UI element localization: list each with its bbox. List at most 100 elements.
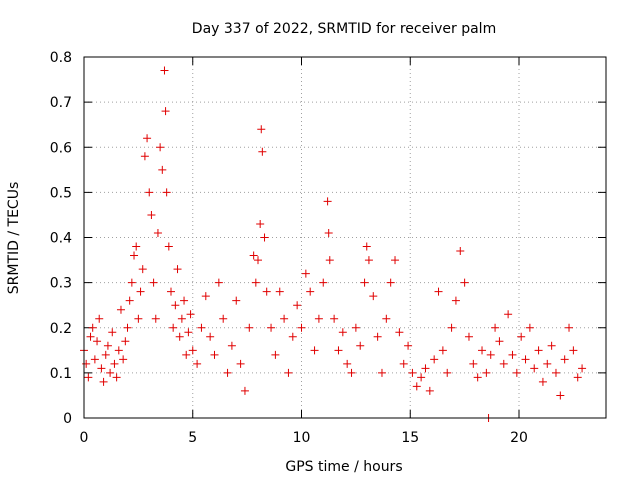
data-point — [521, 355, 530, 364]
y-tick-label: 0.6 — [50, 140, 72, 156]
data-point — [106, 368, 115, 377]
y-tick-label: 0.2 — [50, 321, 72, 337]
data-point — [271, 350, 280, 359]
data-point — [491, 323, 500, 332]
data-point — [116, 305, 125, 314]
data-point — [149, 278, 158, 287]
data-point — [482, 368, 491, 377]
data-point — [334, 346, 343, 355]
data-point — [325, 256, 334, 265]
x-axis-label: GPS time / hours — [285, 459, 402, 475]
data-point — [93, 337, 102, 346]
data-point — [551, 368, 560, 377]
data-point — [404, 341, 413, 350]
data-point — [386, 278, 395, 287]
data-point — [267, 323, 276, 332]
data-point — [391, 256, 400, 265]
plot-frame — [83, 56, 607, 419]
data-point — [136, 287, 145, 296]
data-point — [288, 332, 297, 341]
data-point — [260, 233, 269, 242]
data-point — [508, 350, 517, 359]
data-point — [530, 364, 539, 373]
data-point — [99, 377, 108, 386]
data-point — [110, 359, 119, 368]
data-point — [301, 269, 310, 278]
data-point — [184, 328, 193, 337]
x-tick-label: 5 — [188, 430, 197, 446]
data-point — [377, 368, 386, 377]
data-point — [578, 364, 587, 373]
x-tick-label: 0 — [80, 430, 89, 446]
data-point — [158, 165, 167, 174]
data-point — [447, 323, 456, 332]
data-point — [362, 242, 371, 251]
data-point — [140, 152, 149, 161]
data-point — [560, 355, 569, 364]
data-point — [173, 265, 182, 274]
data-point — [127, 278, 136, 287]
data-point — [408, 368, 417, 377]
data-point — [280, 314, 289, 323]
data-point — [134, 314, 143, 323]
data-point — [456, 247, 465, 256]
data-point — [114, 346, 123, 355]
data-point — [132, 242, 141, 251]
data-point — [495, 337, 504, 346]
data-point — [171, 301, 180, 310]
y-tick-label: 0.3 — [50, 276, 72, 292]
data-point — [293, 301, 302, 310]
data-point — [538, 377, 547, 386]
x-tick-label: 10 — [293, 430, 311, 446]
data-point — [240, 386, 249, 395]
data-point — [121, 337, 130, 346]
axis-ticks: 0 0.1 0.2 0.3 0.4 0.5 0.6 0.7 0.8 0 5 10 15 20 — [50, 50, 606, 446]
data-point — [125, 296, 134, 305]
data-point — [504, 310, 513, 319]
data-point — [297, 323, 306, 332]
data-point — [112, 373, 121, 382]
data-point — [512, 368, 521, 377]
y-tick-label: 0.5 — [50, 185, 72, 201]
data-point — [201, 292, 210, 301]
data-point — [180, 296, 189, 305]
data-point — [206, 332, 215, 341]
chart-title: Day 337 of 2022, SRMTID for receiver pal… — [192, 21, 496, 37]
data-point — [399, 359, 408, 368]
data-point — [232, 296, 241, 305]
data-point — [373, 332, 382, 341]
data-point — [161, 107, 170, 116]
data-point — [306, 287, 315, 296]
data-point — [284, 368, 293, 377]
data-point — [369, 292, 378, 301]
data-point — [164, 242, 173, 251]
data-point — [169, 323, 178, 332]
data-point — [547, 341, 556, 350]
data-point — [257, 125, 266, 134]
data-point — [95, 314, 104, 323]
data-point — [143, 134, 152, 143]
data-point — [412, 382, 421, 391]
data-point — [324, 228, 333, 237]
data-point — [254, 256, 262, 265]
data-point — [421, 364, 430, 373]
data-point — [175, 332, 184, 341]
data-point — [97, 364, 106, 373]
data-point — [395, 328, 404, 337]
data-point — [330, 314, 339, 323]
data-point — [84, 373, 93, 382]
y-axis-label: SRMTID / TECUs — [6, 182, 22, 295]
data-point — [478, 346, 487, 355]
data-point — [153, 228, 162, 237]
data-point — [256, 219, 265, 228]
data-point — [197, 323, 206, 332]
data-point — [473, 373, 482, 382]
data-point — [188, 346, 197, 355]
data-point — [119, 355, 128, 364]
data-point — [210, 350, 219, 359]
data-point — [486, 350, 495, 359]
data-point — [499, 359, 508, 368]
data-point — [186, 310, 195, 319]
data-point — [347, 368, 356, 377]
data-point — [323, 197, 332, 206]
